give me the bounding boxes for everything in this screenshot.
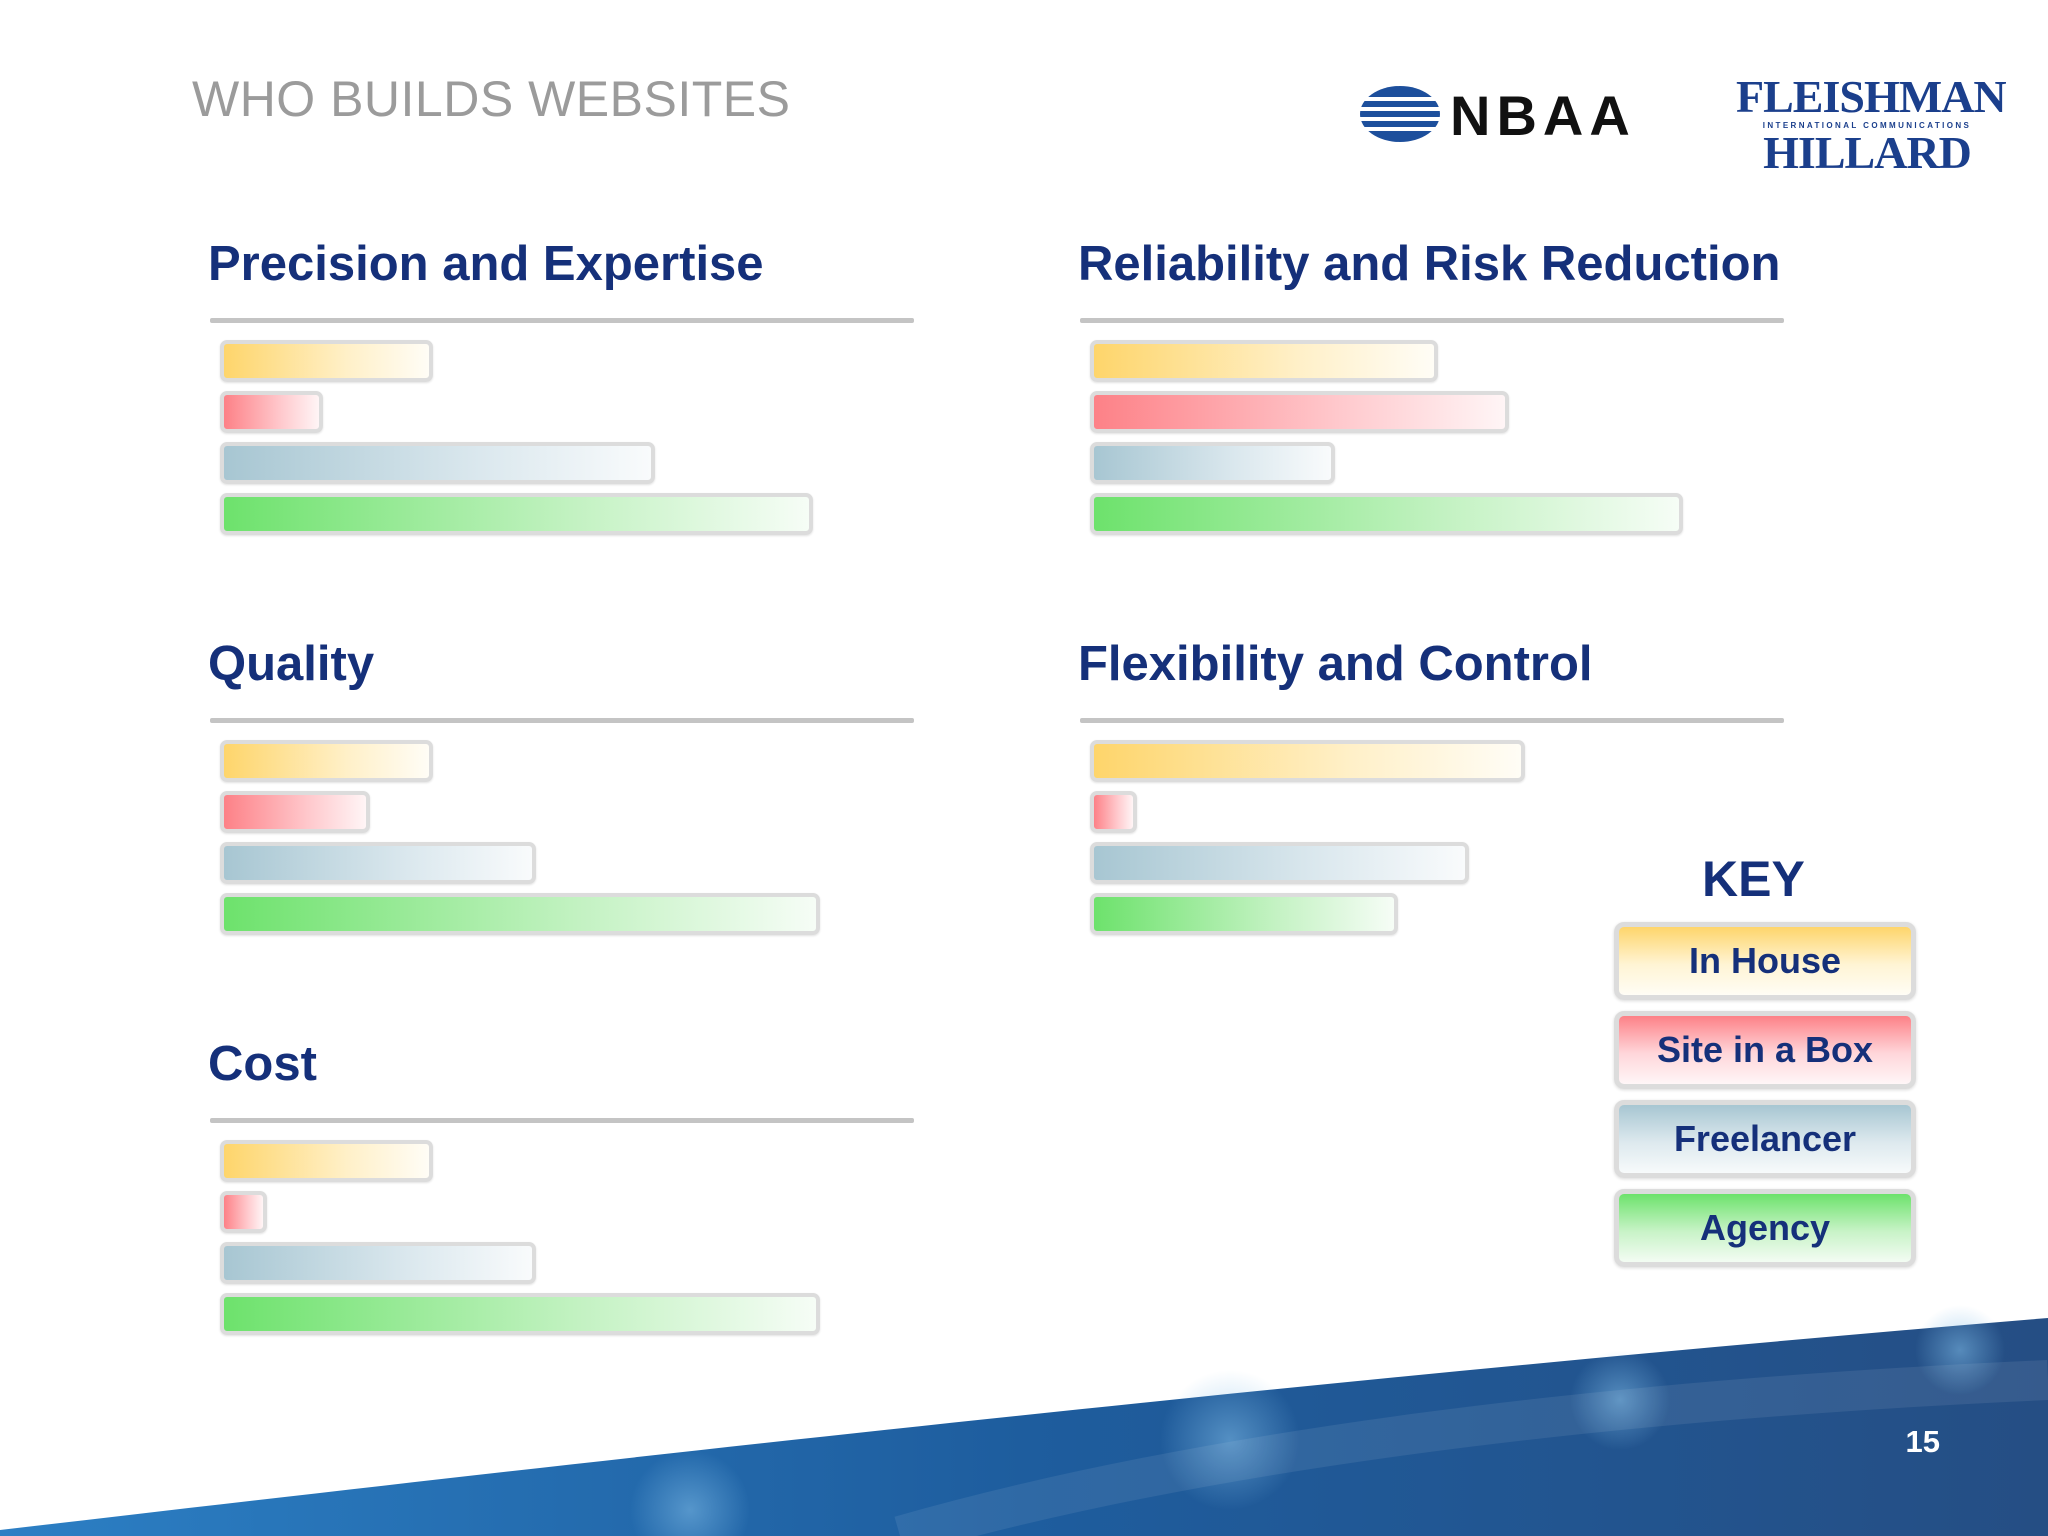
bar-freelancer (220, 1242, 536, 1284)
chart-panel-reliability: Reliability and Risk Reduction (1078, 236, 1798, 556)
chart-title: Flexibility and Control (1078, 637, 1593, 691)
bar-freelancer (220, 842, 536, 884)
page-number: 15 (1905, 1424, 1940, 1459)
legend-item-site-in-a-box: Site in a Box (1614, 1011, 1916, 1089)
fleishman-hillard-logo: FLEISHMAN INTERNATIONAL COMMUNICATIONS H… (1736, 71, 2007, 176)
chart-panel-cost: Cost (208, 1036, 928, 1356)
title-divider (210, 318, 914, 323)
legend-title: KEY (1702, 851, 1805, 907)
nbaa-logo: NBAA (1358, 82, 1688, 147)
chart-panel-precision: Precision and Expertise (208, 236, 928, 556)
chart-panel-quality: Quality (208, 636, 928, 956)
title-divider (1080, 718, 1784, 723)
bar-site-in-a-box (1090, 391, 1509, 433)
bar-agency (1090, 493, 1683, 535)
chart-title: Quality (208, 637, 375, 691)
bar-site-in-a-box (220, 791, 370, 833)
bar-in-house (1090, 340, 1438, 382)
bar-in-house (220, 1140, 433, 1182)
fleishman-logo-subtext: INTERNATIONAL COMMUNICATIONS (1762, 121, 1972, 130)
title-divider (210, 718, 914, 723)
bar-freelancer (1090, 442, 1335, 484)
bar-site-in-a-box (1090, 791, 1137, 833)
legend-item-in-house: In House (1614, 922, 1916, 1000)
bar-in-house (1090, 740, 1525, 782)
hillard-logo-text: HILLARD (1763, 127, 1972, 178)
bar-freelancer (1090, 842, 1469, 884)
bar-agency (220, 493, 813, 535)
bar-in-house (220, 740, 433, 782)
legend-item-freelancer: Freelancer (1614, 1100, 1916, 1178)
bar-site-in-a-box (220, 1191, 267, 1233)
bar-agency (220, 1293, 820, 1335)
bar-in-house (220, 340, 433, 382)
title-divider (1080, 318, 1784, 323)
chart-title: Reliability and Risk Reduction (1078, 237, 1781, 291)
legend-item-agency: Agency (1614, 1189, 1916, 1267)
bar-site-in-a-box (220, 391, 323, 433)
bar-agency (220, 893, 820, 935)
chart-panel-flexibility: Flexibility and Control (1078, 636, 1798, 956)
title-divider (210, 1118, 914, 1123)
bar-freelancer (220, 442, 655, 484)
slide-title: WHO BUILDS WEBSITES (192, 71, 791, 127)
nbaa-logo-text: NBAA (1450, 84, 1636, 146)
bar-agency (1090, 893, 1398, 935)
fleishman-logo-text: FLEISHMAN (1736, 71, 2007, 122)
chart-title: Cost (208, 1037, 317, 1091)
chart-title: Precision and Expertise (208, 237, 764, 291)
